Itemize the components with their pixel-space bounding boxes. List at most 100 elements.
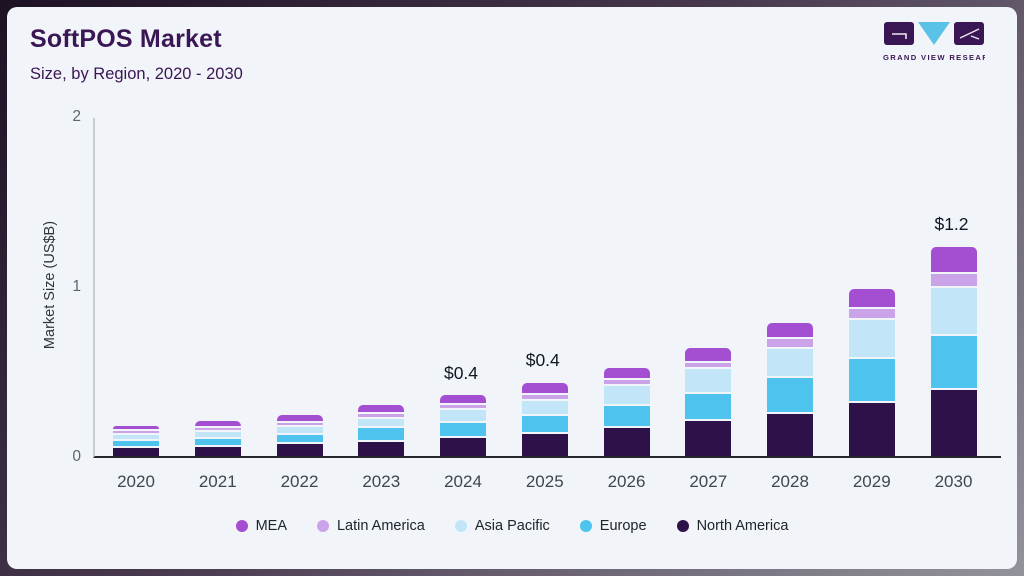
bar-segment-asia-pacific [685,369,732,393]
chart-card: SoftPOS Market Size, by Region, 2020 - 2… [7,7,1017,569]
logo-caption: GRAND VIEW RESEARCH [883,53,985,62]
bar-segment-mea [113,426,159,429]
legend-dot-icon [454,520,467,532]
legend-label: North America [696,518,789,534]
bar-segment-latin-america [848,309,895,319]
bar-segment-europe [685,394,732,420]
bar-2024 [440,395,486,456]
bar-segment-latin-america [767,339,813,347]
bar-segment-mea [685,348,732,361]
bar-segment-latin-america [685,362,732,368]
bar-segment-asia-pacific [113,435,159,440]
legend-dot-icon [316,520,329,532]
x-axis-label-2021: 2021 [198,472,237,491]
bar-segment-asia-pacific [194,432,241,437]
value-label-2030: $1.2 [934,214,969,235]
bar-segment-latin-america [521,395,568,400]
plot-area: 2020 2021 2022 2023 2024 2025 2026 2027 2028 2029… [93,118,1001,491]
bar-segment-mea [767,322,813,338]
bar-2026 [603,368,650,456]
bar-segment-asia-pacific [358,418,405,426]
bar-segment-europe [276,434,323,443]
legend-label: Europe [599,518,647,534]
bar-segment-latin-america [930,273,977,287]
bar-segment-europe [848,359,895,401]
chart-legend: MEA Latin America Asia Pacific Europe North … [7,518,1017,534]
bar-segment-north-america [767,413,813,456]
x-axis-label-2026: 2026 [607,472,646,491]
x-axis-label-2023: 2023 [362,472,401,491]
bar-segment-mea [930,247,977,272]
y-tick-2: 2 [72,108,81,125]
legend-label: Asia Pacific [474,518,550,534]
bar-2028 [767,322,813,456]
bar-segment-north-america [440,437,486,456]
bar-segment-north-america [848,402,895,456]
bar-segment-north-america [521,433,568,456]
bar-segment-mea [521,382,568,394]
bar-segment-mea [603,368,650,378]
bar-segment-asia-pacific [440,409,486,422]
bar-segment-latin-america [194,427,241,431]
y-tick-0: 0 [72,448,81,465]
bar-segment-north-america [113,448,159,456]
bar-segment-north-america [603,428,650,456]
bar-segment-mea [358,405,405,413]
bar-segment-asia-pacific [521,401,568,414]
bar-segment-mea [440,395,486,404]
bar-segment-asia-pacific [848,320,895,358]
bar-segment-europe [440,423,486,436]
bar-2027 [685,348,732,456]
bar-segment-asia-pacific [930,288,977,334]
x-axis-label-2029: 2029 [852,472,891,491]
legend-item-mea: MEA [235,518,287,534]
bar-2021 [194,421,241,456]
x-axis-label-2030: 2030 [934,472,973,491]
legend-dot-icon [676,520,689,532]
bar-segment-europe [930,335,977,388]
bar-segment-europe [194,438,241,445]
bar-segment-europe [521,415,568,432]
y-tick-1: 1 [72,278,81,295]
value-label-2025: $0.4 [525,349,560,370]
bar-segment-north-america [194,446,241,456]
grand-view-research-logo: GRAND VIEW RESEARCH [883,21,1001,68]
bar-segment-asia-pacific [767,348,813,377]
chart-header: SoftPOS Market Size, by Region, 2020 - 2… [30,25,243,84]
legend-dot-icon [579,520,592,532]
bar-segment-europe [113,441,159,447]
legend-dot-icon [235,520,248,532]
bar-segment-latin-america [113,430,159,434]
bar-segment-north-america [276,444,323,456]
page-subtitle: Size, by Region, 2020 - 2030 [30,65,243,83]
x-axis-label-2022: 2022 [280,472,319,491]
bar-segment-asia-pacific [603,385,650,404]
bar-segment-europe [358,427,405,440]
legend-label: Latin America [336,518,425,534]
x-axis-label-2027: 2027 [689,472,728,491]
bar-segment-north-america [685,421,732,456]
bar-segment-north-america [358,441,405,456]
bar-segment-latin-america [358,414,405,417]
bar-2022 [276,414,323,456]
gvr-logo-icon: GRAND VIEW RESEARCH [883,22,1001,62]
x-axis-label-2020: 2020 [117,472,155,491]
page-title: SoftPOS Market [30,25,222,53]
bar-segment-asia-pacific [276,427,323,433]
legend-item-latin-america: Latin America [316,518,425,534]
bar-segment-north-america [930,390,977,456]
x-axis-label-2028: 2028 [771,472,809,491]
legend-item-north-america: North America [676,518,789,534]
value-label-2024: $0.4 [443,362,479,383]
bar-segment-latin-america [276,422,323,426]
x-axis-label-2024: 2024 [444,472,482,491]
legend-label: MEA [255,518,287,534]
bar-2023 [358,405,405,456]
legend-item-europe: Europe [579,518,647,534]
bar-2020 [113,426,159,456]
bar-segment-latin-america [603,380,650,384]
bar-segment-mea [194,421,241,426]
bar-segment-europe [603,405,650,427]
bar-segment-mea [848,288,895,308]
bar-2025 [521,382,568,456]
